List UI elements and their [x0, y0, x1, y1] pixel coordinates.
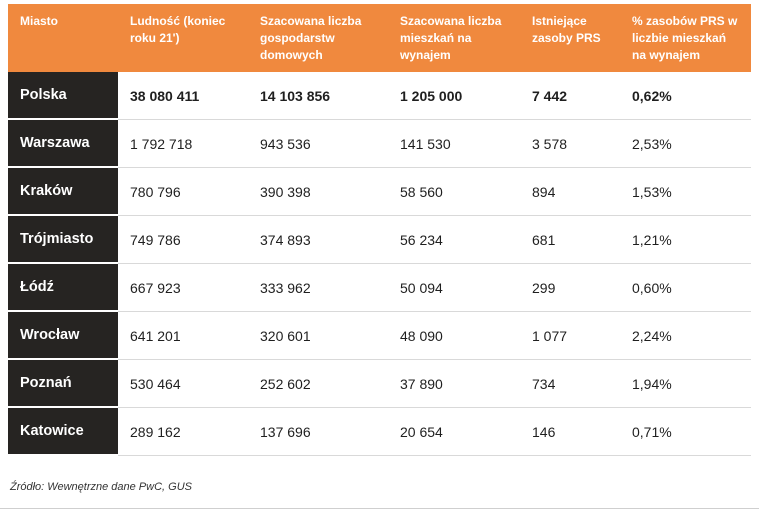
table-row-warszawa: Warszawa 1 792 718 943 536 141 530 3 578… — [8, 120, 751, 168]
value-cell: 1,53% — [620, 168, 751, 216]
prs-table: Miasto Ludność (koniec roku 21') Szacowa… — [8, 4, 751, 456]
city-cell: Trójmiasto — [8, 216, 118, 264]
value-cell: 299 — [520, 264, 620, 312]
value-cell: 56 234 — [388, 216, 520, 264]
value-cell: 137 696 — [248, 408, 388, 456]
value-cell: 1 792 718 — [118, 120, 248, 168]
value-cell: 2,24% — [620, 312, 751, 360]
city-cell: Poznań — [8, 360, 118, 408]
value-cell: 2,53% — [620, 120, 751, 168]
value-cell: 146 — [520, 408, 620, 456]
value-cell: 374 893 — [248, 216, 388, 264]
value-cell: 20 654 — [388, 408, 520, 456]
value-cell: 390 398 — [248, 168, 388, 216]
value-cell: 141 530 — [388, 120, 520, 168]
col-header-gospodarstwa: Szacowana liczba gospodarstw domowych — [260, 14, 362, 62]
value-cell: 0,71% — [620, 408, 751, 456]
table-row-wroclaw: Wrocław 641 201 320 601 48 090 1 077 2,2… — [8, 312, 751, 360]
col-header-miasto: Miasto — [20, 14, 59, 28]
city-cell: Kraków — [8, 168, 118, 216]
table-row-poznan: Poznań 530 464 252 602 37 890 734 1,94% — [8, 360, 751, 408]
value-cell: 37 890 — [388, 360, 520, 408]
city-cell: Warszawa — [8, 120, 118, 168]
value-cell: 894 — [520, 168, 620, 216]
value-cell: 320 601 — [248, 312, 388, 360]
source-note: Źródło: Wewnętrzne dane PwC, GUS — [10, 481, 192, 493]
value-cell: 749 786 — [118, 216, 248, 264]
col-header-zasoby-prs: Istniejące zasoby PRS — [532, 14, 601, 45]
value-cell: 0,60% — [620, 264, 751, 312]
value-cell: 38 080 411 — [118, 72, 248, 120]
value-cell: 1,94% — [620, 360, 751, 408]
value-cell: 3 578 — [520, 120, 620, 168]
value-cell: 48 090 — [388, 312, 520, 360]
value-cell: 7 442 — [520, 72, 620, 120]
table-row-katowice: Katowice 289 162 137 696 20 654 146 0,71… — [8, 408, 751, 456]
value-cell: 50 094 — [388, 264, 520, 312]
value-cell: 333 962 — [248, 264, 388, 312]
table-row-polska: Polska 38 080 411 14 103 856 1 205 000 7… — [8, 72, 751, 120]
value-cell: 0,62% — [620, 72, 751, 120]
table-row-trojmiasto: Trójmiasto 749 786 374 893 56 234 681 1,… — [8, 216, 751, 264]
value-cell: 667 923 — [118, 264, 248, 312]
value-cell: 734 — [520, 360, 620, 408]
col-header-mieszkania-wynajem: Szacowana liczba mieszkań na wynajem — [400, 14, 502, 62]
city-cell: Polska — [8, 72, 118, 120]
value-cell: 14 103 856 — [248, 72, 388, 120]
value-cell: 289 162 — [118, 408, 248, 456]
city-cell: Łódź — [8, 264, 118, 312]
city-cell: Wrocław — [8, 312, 118, 360]
table-row-krakow: Kraków 780 796 390 398 58 560 894 1,53% — [8, 168, 751, 216]
value-cell: 1,21% — [620, 216, 751, 264]
value-cell: 943 536 — [248, 120, 388, 168]
col-header-ludnosc: Ludność (koniec roku 21') — [130, 14, 226, 45]
col-header-procent-prs: % zasobów PRS w liczbie mieszkań na wyna… — [632, 14, 738, 62]
page-bottom-divider — [0, 508, 759, 509]
value-cell: 641 201 — [118, 312, 248, 360]
table-header-row: Miasto Ludność (koniec roku 21') Szacowa… — [8, 4, 751, 72]
value-cell: 252 602 — [248, 360, 388, 408]
value-cell: 530 464 — [118, 360, 248, 408]
value-cell: 58 560 — [388, 168, 520, 216]
value-cell: 1 077 — [520, 312, 620, 360]
table-row-lodz: Łódź 667 923 333 962 50 094 299 0,60% — [8, 264, 751, 312]
value-cell: 780 796 — [118, 168, 248, 216]
value-cell: 1 205 000 — [388, 72, 520, 120]
value-cell: 681 — [520, 216, 620, 264]
city-cell: Katowice — [8, 408, 118, 456]
